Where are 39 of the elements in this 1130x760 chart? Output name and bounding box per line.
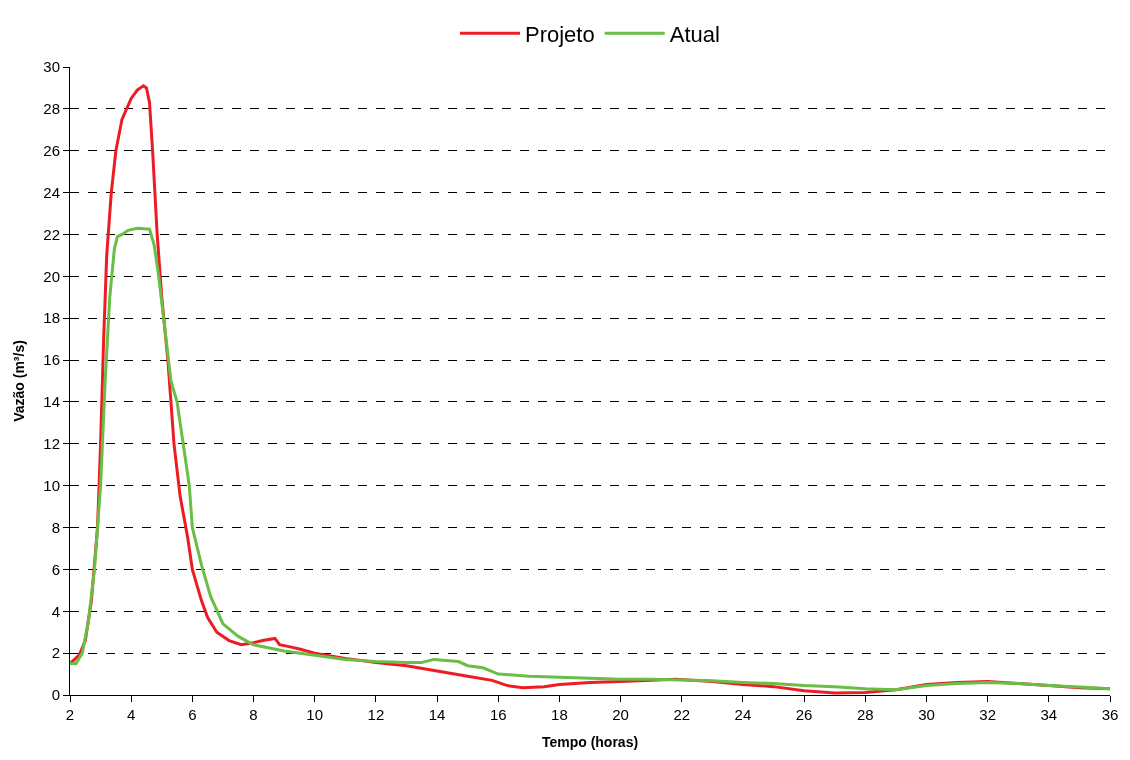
- x-tick-label: 30: [918, 706, 935, 723]
- x-tick-label: 6: [188, 706, 197, 723]
- y-tick-label: 4: [51, 602, 60, 620]
- y-tick-label: 30: [43, 58, 60, 76]
- x-tick-label: 24: [734, 706, 752, 723]
- y-tick-label: 8: [51, 518, 60, 536]
- line-series: [70, 226, 1110, 692]
- x-tick-label: 8: [249, 706, 258, 723]
- x-tick-label: 18: [551, 706, 568, 723]
- y-tick-label: 28: [43, 100, 60, 118]
- x-tick-label: 16: [489, 706, 507, 723]
- y-tick-label: 12: [43, 435, 60, 453]
- legend-label: Atual: [669, 21, 720, 47]
- y-tick-label: 6: [51, 560, 60, 578]
- x-tick-label: 36: [1101, 706, 1119, 723]
- y-tick-label: 0: [51, 686, 60, 704]
- y-tick-label: 26: [43, 141, 60, 159]
- x-tick-label: 14: [428, 706, 446, 723]
- y-tick-label: 24: [43, 183, 60, 201]
- x-tick-label: 34: [1040, 706, 1058, 723]
- x-tick-label: 32: [979, 706, 996, 723]
- y-tick-label: 16: [43, 351, 60, 369]
- x-tick-label: 2: [65, 706, 75, 723]
- y-tick-label: 18: [43, 309, 60, 327]
- y-axis-title: Vazão (m³/s): [10, 340, 27, 422]
- x-tick-label: 12: [367, 706, 385, 723]
- x-tick-label: 20: [612, 706, 629, 723]
- x-tick-label: 10: [306, 706, 324, 723]
- x-tick-label: 26: [795, 706, 813, 723]
- x-tick-label: 28: [856, 706, 874, 723]
- y-tick-label: 14: [43, 393, 60, 411]
- x-tick-label: 22: [673, 706, 691, 723]
- y-tick-label: 10: [43, 476, 60, 494]
- legend-label: Projeto: [525, 21, 595, 47]
- y-tick-label: 2: [51, 644, 60, 662]
- x-tick-label: 4: [127, 706, 136, 723]
- y-tick-label: 20: [43, 267, 60, 285]
- x-axis-title: Tempo (horas): [541, 734, 639, 751]
- y-tick-label: 22: [43, 225, 60, 243]
